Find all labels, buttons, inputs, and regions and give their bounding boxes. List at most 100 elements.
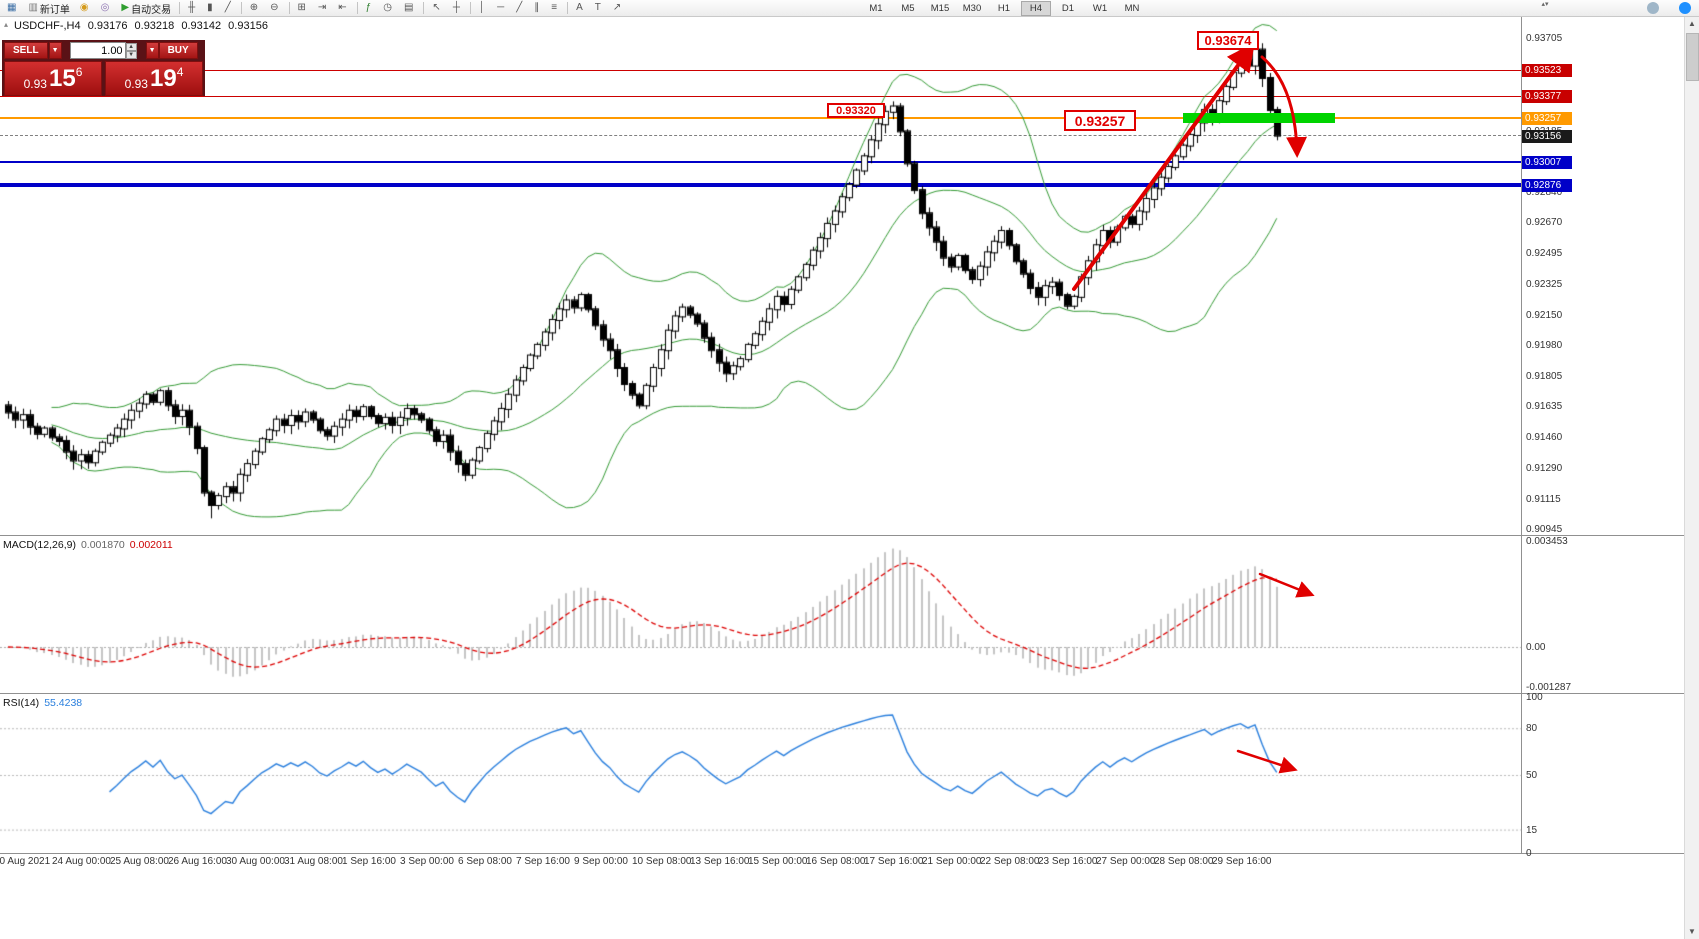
zoom-in-glyph: ⊕ xyxy=(249,2,259,13)
price-annotation-support[interactable]: 0.93257 xyxy=(1064,110,1136,131)
fibonacci-button[interactable]: ≡ xyxy=(547,0,563,16)
sell-price-sup: 6 xyxy=(75,65,83,79)
price-tick-label: 0.92495 xyxy=(1526,248,1563,260)
trendline-button[interactable]: ╱ xyxy=(512,0,528,16)
mql5-compass-icon[interactable]: ◉ xyxy=(76,0,95,16)
autotrading-glyph: ▶ xyxy=(121,2,130,13)
horizontal-line-button[interactable]: ─ xyxy=(493,0,510,16)
volume-input[interactable] xyxy=(69,42,126,59)
zoom-out-glyph: ⊖ xyxy=(270,2,279,13)
autotrading-button[interactable]: ▶ 自动交易 xyxy=(117,0,175,16)
one-click-collapse-toggle[interactable]: ▴ xyxy=(4,20,9,29)
templates-glyph: ▤ xyxy=(403,2,414,13)
vertical-line-button[interactable]: │ xyxy=(475,0,491,16)
scrollbar-thumb[interactable] xyxy=(1686,33,1699,81)
buy-price-button[interactable]: 0.93 19 4 xyxy=(105,61,203,96)
sell-button[interactable]: SELL xyxy=(4,42,48,59)
auto-scroll-button[interactable]: ⇥ xyxy=(314,0,332,16)
price-tick-label: 0.91805 xyxy=(1526,371,1563,383)
timeframe-button-m1[interactable]: M1 xyxy=(869,2,883,14)
timeframe-button-w1[interactable]: W1 xyxy=(1092,2,1108,14)
price-annotation-previous-high[interactable]: 0.93320 xyxy=(827,103,885,118)
cursor-glyph: ↖ xyxy=(432,2,441,13)
toolbar-separator xyxy=(423,2,425,14)
time-label: 27 Sep 00:00 xyxy=(1096,856,1156,867)
text-label-button[interactable]: T xyxy=(591,0,607,16)
signals-icon[interactable]: ◎ xyxy=(97,0,116,16)
time-label: 16 Sep 08:00 xyxy=(806,856,866,867)
time-label: 7 Sep 16:00 xyxy=(516,856,570,867)
timeframe-button-d1[interactable]: D1 xyxy=(1061,2,1075,14)
vertical-scrollbar[interactable]: ▲ ▼ xyxy=(1684,17,1699,939)
price-tick-label: 0.92670 xyxy=(1526,217,1563,229)
timeframe-button-h4[interactable]: H4 xyxy=(1021,0,1051,16)
sell-price-button[interactable]: 0.93 15 6 xyxy=(4,61,102,96)
volume-up-button[interactable]: ▲ xyxy=(125,42,137,51)
scroll-up-button[interactable]: ▲ xyxy=(1688,19,1696,28)
fibonacci-glyph: ≡ xyxy=(551,2,558,13)
status-icon-gray[interactable] xyxy=(1647,2,1659,14)
volume-down-button[interactable]: ▼ xyxy=(125,50,137,59)
time-label: 23 Sep 16:00 xyxy=(1038,856,1098,867)
timeframe-button-m5[interactable]: M5 xyxy=(901,2,915,14)
chart-candles-button[interactable]: ▮ xyxy=(203,0,219,16)
price-tick-label: 0.92325 xyxy=(1526,278,1563,290)
chart-shift-button[interactable]: ⇤ xyxy=(334,0,352,16)
time-label: 20 Aug 2021 xyxy=(0,856,51,867)
scroll-down-button[interactable]: ▼ xyxy=(1688,927,1696,936)
new-chart-button[interactable]: ▦ xyxy=(3,0,22,16)
support-zone-rect[interactable] xyxy=(1183,113,1335,123)
arrows-tool-button[interactable]: ↗ xyxy=(609,0,627,16)
timeframe-button-m15[interactable]: M15 xyxy=(930,2,950,14)
crosshair-button[interactable]: ┼ xyxy=(449,0,466,16)
cursor-button[interactable]: ↖ xyxy=(428,0,446,16)
channel-glyph: ∥ xyxy=(534,2,540,13)
toolbar-separator xyxy=(356,2,358,14)
text-label-glyph: T xyxy=(594,2,601,13)
chart-line-button[interactable]: ╱ xyxy=(221,0,237,16)
time-label: 31 Aug 08:00 xyxy=(284,856,343,867)
timeframe-button-h1[interactable]: H1 xyxy=(997,2,1011,14)
time-axis-separator xyxy=(0,853,1685,854)
templates-button[interactable]: ▤ xyxy=(400,0,419,16)
periods-button[interactable]: ◷ xyxy=(379,0,398,16)
price-annotation-high[interactable]: 0.93674 xyxy=(1197,31,1259,50)
time-label: 3 Sep 00:00 xyxy=(400,856,454,867)
tile-windows-button[interactable]: ⊞ xyxy=(294,0,312,16)
auto-scroll-glyph: ⇥ xyxy=(317,2,327,13)
toolbar-overflow-button[interactable]: ▴▾ xyxy=(1541,1,1549,8)
toolbar-separator xyxy=(240,2,242,14)
sell-dropdown[interactable]: ▼ xyxy=(48,42,62,59)
rsi-panel-separator[interactable] xyxy=(0,693,1685,694)
indicators-button[interactable]: ƒ xyxy=(362,0,378,16)
zoom-out-button[interactable]: ⊖ xyxy=(266,0,284,16)
notification-icon-blue[interactable] xyxy=(1679,2,1691,14)
macd-panel-separator[interactable] xyxy=(0,535,1685,536)
buy-dropdown[interactable]: ▼ xyxy=(145,42,159,59)
chart-line-glyph: ╱ xyxy=(224,2,231,13)
price-tick-label: 0.91460 xyxy=(1526,432,1563,444)
zoom-in-button[interactable]: ⊕ xyxy=(246,0,264,16)
time-label: 17 Sep 16:00 xyxy=(864,856,924,867)
rsi-value: 55.4238 xyxy=(44,697,83,709)
price-badge: 0.93007 xyxy=(1522,156,1572,170)
text-button[interactable]: A xyxy=(572,0,589,16)
autotrading-button-label: 自动交易 xyxy=(131,4,172,16)
rsi-tick-label: 80 xyxy=(1526,723,1538,735)
macd-value: 0.001870 xyxy=(80,539,125,551)
chart-bars-button[interactable]: ╫ xyxy=(184,0,201,16)
time-label: 28 Sep 08:00 xyxy=(1154,856,1214,867)
signals-icon-glyph: ◎ xyxy=(100,2,110,13)
macd-signal-value: 0.002011 xyxy=(129,539,173,551)
time-label: 9 Sep 00:00 xyxy=(574,856,628,867)
buy-button[interactable]: BUY xyxy=(158,42,198,59)
timeframe-button-m30[interactable]: M30 xyxy=(962,2,982,14)
chart-shift-glyph: ⇤ xyxy=(338,2,347,13)
channel-button[interactable]: ∥ xyxy=(530,0,545,16)
macd-indicator-label: MACD(12,26,9) 0.001870 0.002011 xyxy=(3,539,173,551)
timeframe-button-mn[interactable]: MN xyxy=(1124,2,1140,14)
new-order-button[interactable]: ▥ 新订单 xyxy=(24,0,73,16)
time-label: 6 Sep 08:00 xyxy=(458,856,512,867)
close-value: 0.93156 xyxy=(228,20,268,32)
